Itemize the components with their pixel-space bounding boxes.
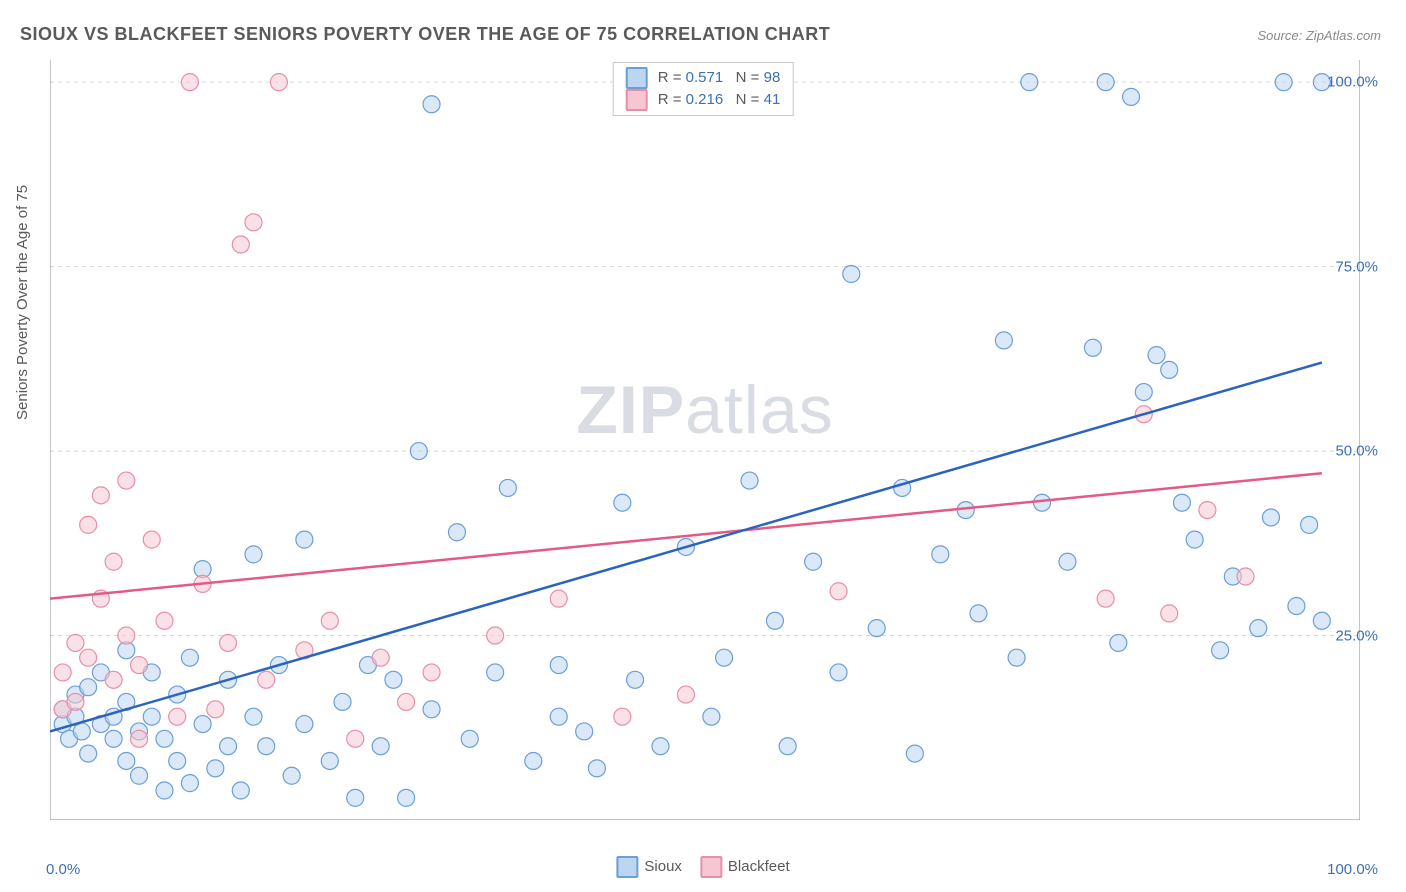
plot-area: ZIPatlas — [50, 60, 1360, 820]
stats-swatch-sioux — [626, 67, 648, 89]
x-tick-min: 0.0% — [46, 861, 80, 878]
y-axis-label: Seniors Poverty Over the Age of 75 — [14, 185, 31, 420]
chart-title: SIOUX VS BLACKFEET SENIORS POVERTY OVER … — [20, 24, 830, 45]
y-tick-50: 50.0% — [1335, 443, 1378, 460]
correlation-stats-box: R = 0.571 N = 98 R = 0.216 N = 41 — [613, 62, 794, 116]
stats-row-blackfeet: R = 0.216 N = 41 — [626, 89, 781, 111]
legend-item-blackfeet: Blackfeet — [700, 856, 790, 878]
x-axis-legend: Sioux Blackfeet — [616, 856, 789, 878]
stats-swatch-blackfeet — [626, 89, 648, 111]
legend-swatch-sioux — [616, 856, 638, 878]
x-tick-max: 100.0% — [1327, 861, 1378, 878]
legend-swatch-blackfeet — [700, 856, 722, 878]
stats-row-sioux: R = 0.571 N = 98 — [626, 67, 781, 89]
y-tick-100: 100.0% — [1327, 74, 1378, 91]
y-tick-25: 25.0% — [1335, 627, 1378, 644]
source-label: Source: ZipAtlas.com — [1257, 28, 1381, 43]
legend-item-sioux: Sioux — [616, 856, 682, 878]
y-tick-75: 75.0% — [1335, 258, 1378, 275]
